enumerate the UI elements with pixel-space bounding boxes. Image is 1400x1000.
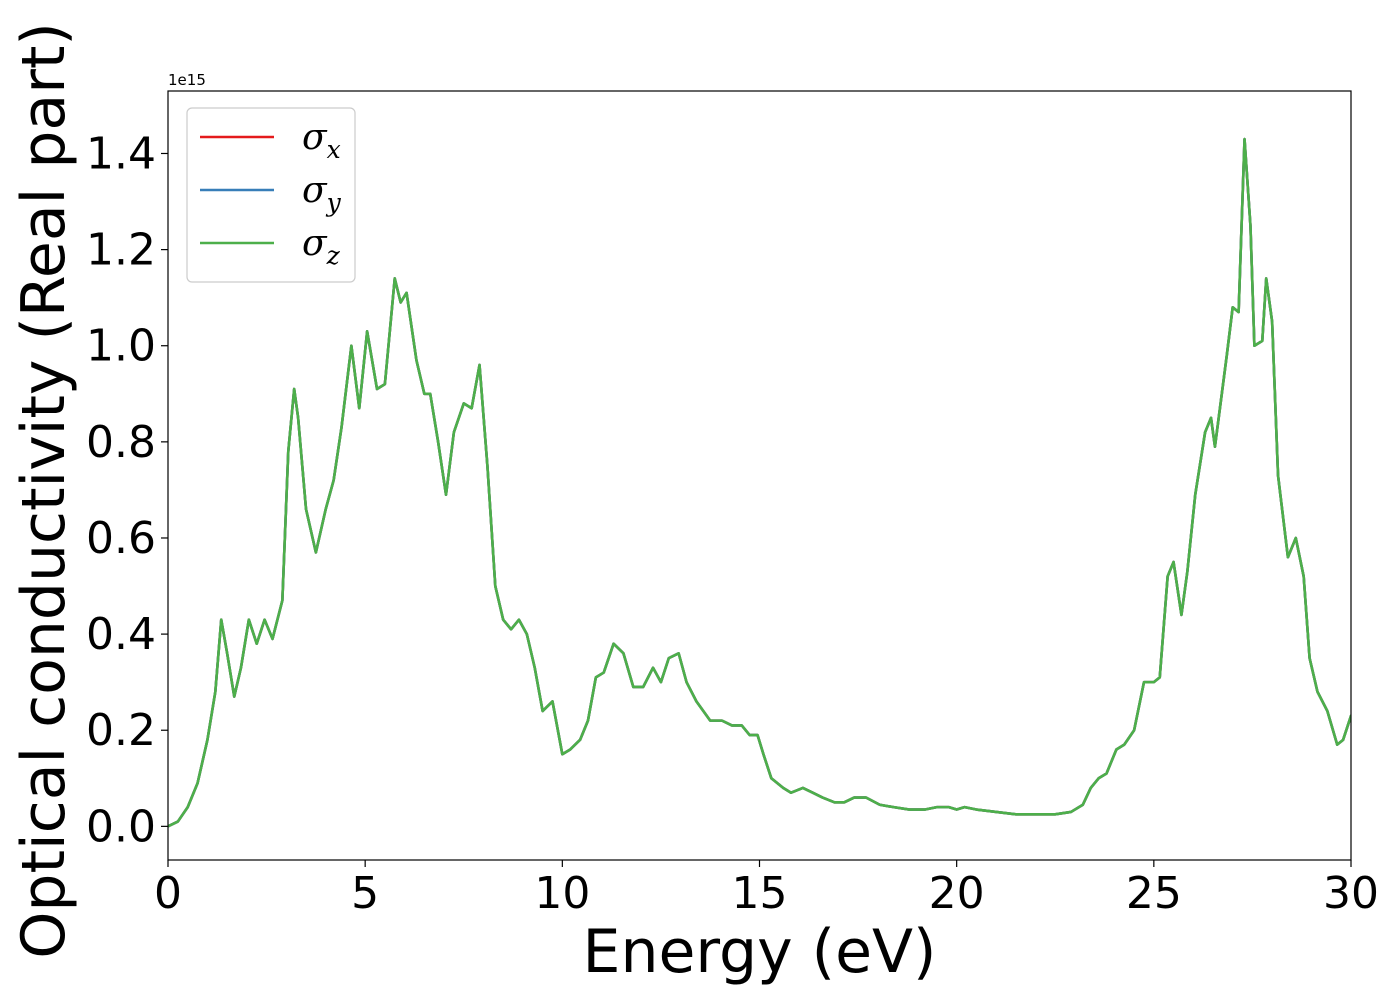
x-tick-label: 5 xyxy=(351,868,379,919)
x-tick-label: 10 xyxy=(534,868,590,919)
legend-label: σz xyxy=(302,223,341,270)
series-line-z xyxy=(168,137,1351,828)
x-tick-label: 0 xyxy=(154,868,182,919)
legend-subscript: y xyxy=(326,188,342,217)
legend-symbol: σ xyxy=(302,223,328,264)
y-axis-ticks: 0.0 0.2 0.4 0.6 0.8 1.0 1.2 1.4 xyxy=(86,128,168,852)
x-axis-title: Energy (eV) xyxy=(583,917,937,987)
legend-label: σy xyxy=(302,170,342,217)
x-axis-ticks: 0 5 10 15 20 25 30 xyxy=(154,860,1379,919)
legend-subscript: z xyxy=(326,241,341,270)
legend-subscript: x xyxy=(327,135,341,164)
y-tick-label: 0.0 xyxy=(86,801,156,852)
y-tick-label: 1.0 xyxy=(86,321,156,372)
y-axis-title: Optical conductivity (Real part) xyxy=(9,22,79,959)
legend-item-x: σx xyxy=(200,117,341,164)
legend-symbol: σ xyxy=(302,117,328,158)
legend-symbol: σ xyxy=(302,170,328,211)
y-tick-label: 1.4 xyxy=(86,128,156,179)
y-tick-label: 1.2 xyxy=(86,225,156,276)
x-tick-label: 15 xyxy=(732,868,788,919)
y-tick-label: 0.2 xyxy=(86,705,156,756)
y-tick-label: 0.6 xyxy=(86,513,156,564)
y-tick-label: 0.4 xyxy=(86,609,156,660)
y-tick-label: 0.8 xyxy=(86,417,156,468)
y-axis-offset-label: 1e15 xyxy=(168,71,206,89)
legend-item-z: σz xyxy=(200,223,341,270)
series-layer xyxy=(168,137,1351,828)
x-tick-label: 30 xyxy=(1323,868,1379,919)
x-tick-label: 25 xyxy=(1126,868,1182,919)
x-tick-label: 20 xyxy=(929,868,985,919)
legend-item-y: σy xyxy=(200,170,342,217)
legend-box xyxy=(186,107,356,283)
plot-area xyxy=(167,90,1352,861)
legend-label: σx xyxy=(302,117,341,164)
